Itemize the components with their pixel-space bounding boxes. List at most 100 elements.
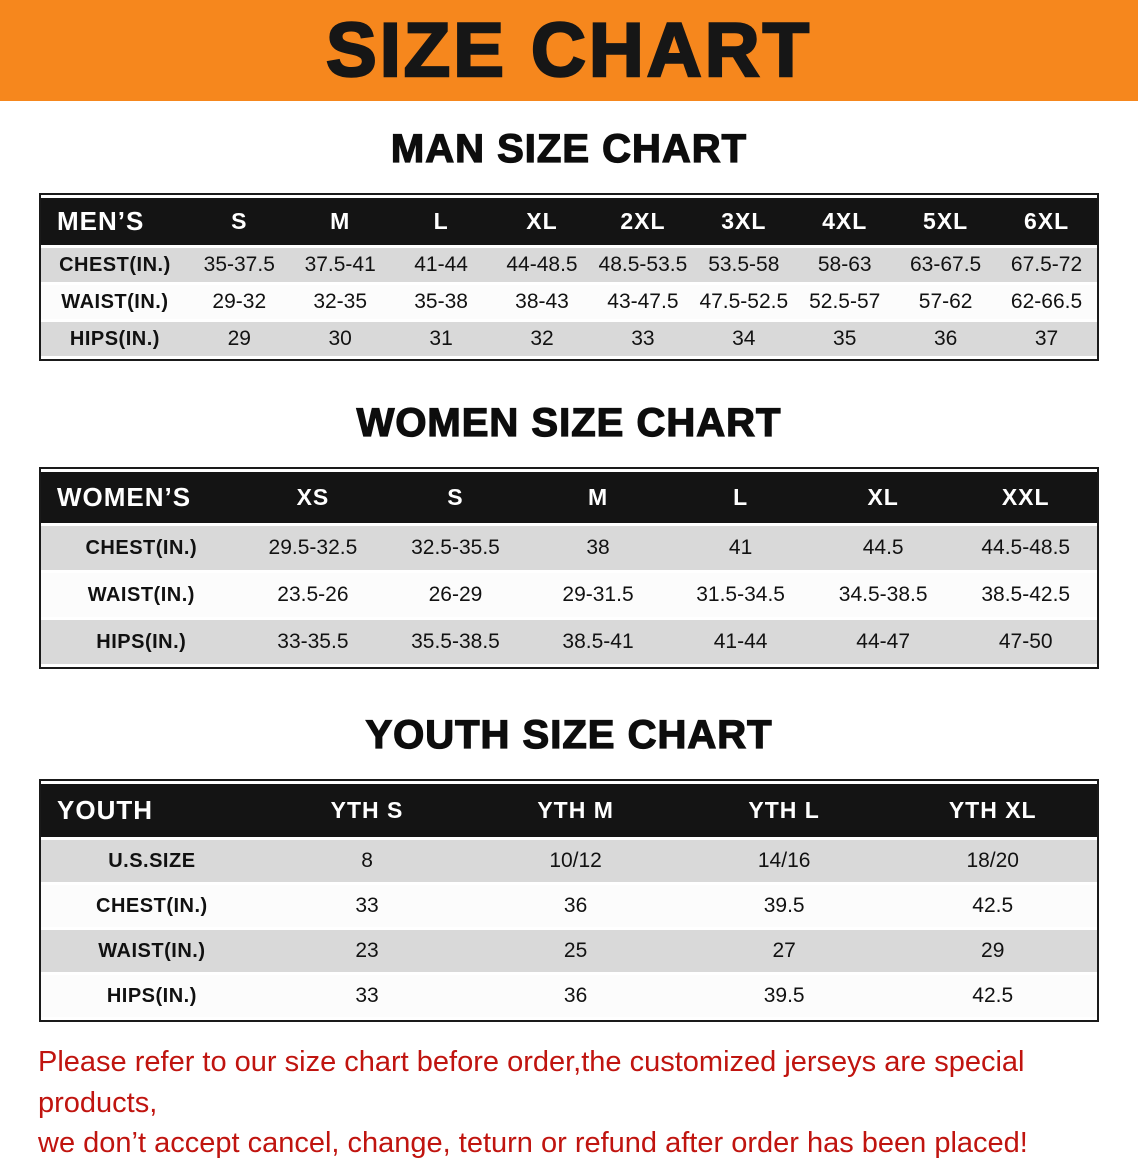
size-value-cell: 39.5 <box>763 984 805 1007</box>
women-section-heading: WOMEN SIZE CHART <box>356 400 782 445</box>
men-size-table: MEN’S S M L XL 2XL 3XL 4XL 5XL 6XL CHEST(IN.) 35-37… <box>39 193 1099 361</box>
measurement-row: CHEST(IN.) 29.5-32.5 32.5-35.5 38 41 44.5 44.5… <box>41 526 1097 570</box>
measurement-row: WAIST(IN.) 23.5-26 26-29 29-31.5 31.5-34.5 34… <box>41 573 1097 617</box>
size-value-cell: 48.5-53.5 <box>598 253 688 276</box>
size-value-cell: 63-67.5 <box>910 253 982 276</box>
disclaimer-line-1: Please refer to our size chart before or… <box>38 1046 1025 1119</box>
size-column-header: XL <box>491 198 593 245</box>
measurement-label: HIPS(IN.) <box>106 984 197 1007</box>
size-value-cell: 44-47 <box>856 630 911 653</box>
women-size-table: WOMEN’S XS S M L XL XXL CHEST(IN.) 29.5-32.5 32.5… <box>39 467 1099 669</box>
size-value-cell: 10/12 <box>549 849 602 872</box>
youth-section-heading: YOUTH SIZE CHART <box>365 712 773 757</box>
measurement-label: CHEST(IN.) <box>85 536 198 559</box>
size-value-cell: 41-44 <box>713 630 768 653</box>
size-value-cell: 58-63 <box>817 253 872 276</box>
size-value-cell: 41-44 <box>414 253 468 276</box>
size-value-cell: 47.5-52.5 <box>699 290 789 313</box>
measurement-row: HIPS(IN.) 29 30 31 32 33 34 35 36 37 <box>41 322 1097 356</box>
size-value-cell: 8 <box>361 849 373 872</box>
size-value-cell: 29 <box>981 939 1005 962</box>
size-column-header: YTH L <box>679 784 889 837</box>
size-value-cell: 44-48.5 <box>506 253 578 276</box>
size-column-header: 5XL <box>895 198 997 245</box>
size-value-cell: 52.5-57 <box>809 290 881 313</box>
size-value-cell: 53.5-58 <box>708 253 780 276</box>
size-value-cell: 36 <box>933 327 958 350</box>
size-column-header: 3XL <box>693 198 795 245</box>
size-column-header: M <box>526 472 670 523</box>
men-size-section: MAN SIZE CHART MEN’S S M L XL 2XL 3XL 4XL 5XL 6XL… <box>0 126 1138 361</box>
size-column-header: YTH M <box>471 784 680 837</box>
size-column-header: 4XL <box>794 198 896 245</box>
size-value-cell: 38.5-42.5 <box>981 583 1071 606</box>
measurement-row: WAIST(IN.) 29-32 32-35 35-38 38-43 43-47.5 47.… <box>41 285 1097 319</box>
size-value-cell: 35-37.5 <box>203 253 275 276</box>
size-column-header: S <box>384 472 527 523</box>
size-column-header: 6XL <box>996 198 1097 245</box>
women-size-section: WOMEN SIZE CHART WOMEN’S XS S M L XL XXL CHEST(… <box>0 400 1138 669</box>
size-column-header: L <box>390 198 492 245</box>
size-column-header: M <box>289 198 391 245</box>
size-value-cell: 31.5-34.5 <box>696 583 785 606</box>
page-title: SIZE CHART <box>325 7 812 93</box>
title-banner: SIZE CHART <box>0 0 1138 101</box>
table-title-cell: WOMEN’S <box>41 472 242 523</box>
size-value-cell: 35-38 <box>414 290 468 313</box>
size-header-row: WOMEN’S XS S M L XL XXL <box>41 472 1097 523</box>
size-column-header: S <box>188 198 290 245</box>
measurement-label: CHEST(IN.) <box>96 894 208 917</box>
measurement-label: U.S.SIZE <box>108 849 196 872</box>
measurement-row: U.S.SIZE 8 10/12 14/16 18/20 <box>41 840 1097 882</box>
measurement-row: WAIST(IN.) 23 25 27 29 <box>41 930 1097 972</box>
size-value-cell: 44.5 <box>862 536 904 559</box>
size-value-cell: 33 <box>631 327 655 350</box>
size-column-header: YTH XL <box>888 784 1097 837</box>
size-value-cell: 44.5-48.5 <box>981 536 1071 559</box>
disclaimer-note: Please refer to our size chart before or… <box>38 1042 1100 1164</box>
disclaimer-line-2: we don’t accept cancel, change, teturn o… <box>38 1127 1028 1160</box>
measurement-label: HIPS(IN.) <box>69 327 160 350</box>
size-value-cell: 38.5-41 <box>562 630 634 653</box>
size-value-cell: 37.5-41 <box>304 253 376 276</box>
size-value-cell: 36 <box>563 984 588 1007</box>
size-value-cell: 23 <box>355 939 379 962</box>
table-title-cell: MEN’S <box>41 198 189 245</box>
size-value-cell: 29 <box>227 327 251 350</box>
size-value-cell: 37 <box>1034 327 1059 350</box>
measurement-row: HIPS(IN.) 33-35.5 35.5-38.5 38.5-41 41-44 44-… <box>41 620 1097 664</box>
size-value-cell: 34 <box>732 327 756 350</box>
size-column-header: 2XL <box>592 198 694 245</box>
youth-size-table: YOUTH YTH S YTH M YTH L YTH XL U.S.SIZE 8 10/12… <box>39 779 1099 1022</box>
measurement-label: CHEST(IN.) <box>59 253 171 276</box>
size-header-row: YOUTH YTH S YTH M YTH L YTH XL <box>41 784 1097 837</box>
size-value-cell: 34.5-38.5 <box>838 583 928 606</box>
size-value-cell: 33-35.5 <box>277 630 349 653</box>
size-value-cell: 32 <box>530 327 554 350</box>
size-value-cell: 38 <box>586 536 610 559</box>
measurement-label: HIPS(IN.) <box>96 630 187 653</box>
size-value-cell: 30 <box>328 327 352 350</box>
size-value-cell: 38-43 <box>515 290 569 313</box>
measurement-label: WAIST(IN.) <box>98 939 206 962</box>
size-value-cell: 27 <box>772 939 796 962</box>
size-value-cell: 62-66.5 <box>1010 290 1083 313</box>
size-value-cell: 18/20 <box>966 849 1019 872</box>
size-value-cell: 41 <box>728 536 753 559</box>
size-column-header: L <box>669 472 812 523</box>
size-value-cell: 23.5-26 <box>277 583 349 606</box>
size-value-cell: 36 <box>563 894 588 917</box>
size-value-cell: 67.5-72 <box>1010 253 1083 276</box>
size-value-cell: 29-32 <box>212 290 267 313</box>
size-value-cell: 14/16 <box>757 849 811 872</box>
youth-size-section: YOUTH SIZE CHART YOUTH YTH S YTH M YTH L YTH… <box>0 712 1138 1022</box>
measurement-row: HIPS(IN.) 33 36 39.5 42.5 <box>41 975 1097 1017</box>
measurement-label: WAIST(IN.) <box>87 583 195 606</box>
size-value-cell: 35 <box>833 327 857 350</box>
size-value-cell: 35.5-38.5 <box>411 630 500 653</box>
size-value-cell: 32-35 <box>313 290 368 313</box>
table-title-cell: YOUTH <box>41 784 263 837</box>
size-value-cell: 29-31.5 <box>562 583 634 606</box>
size-value-cell: 33 <box>355 984 379 1007</box>
